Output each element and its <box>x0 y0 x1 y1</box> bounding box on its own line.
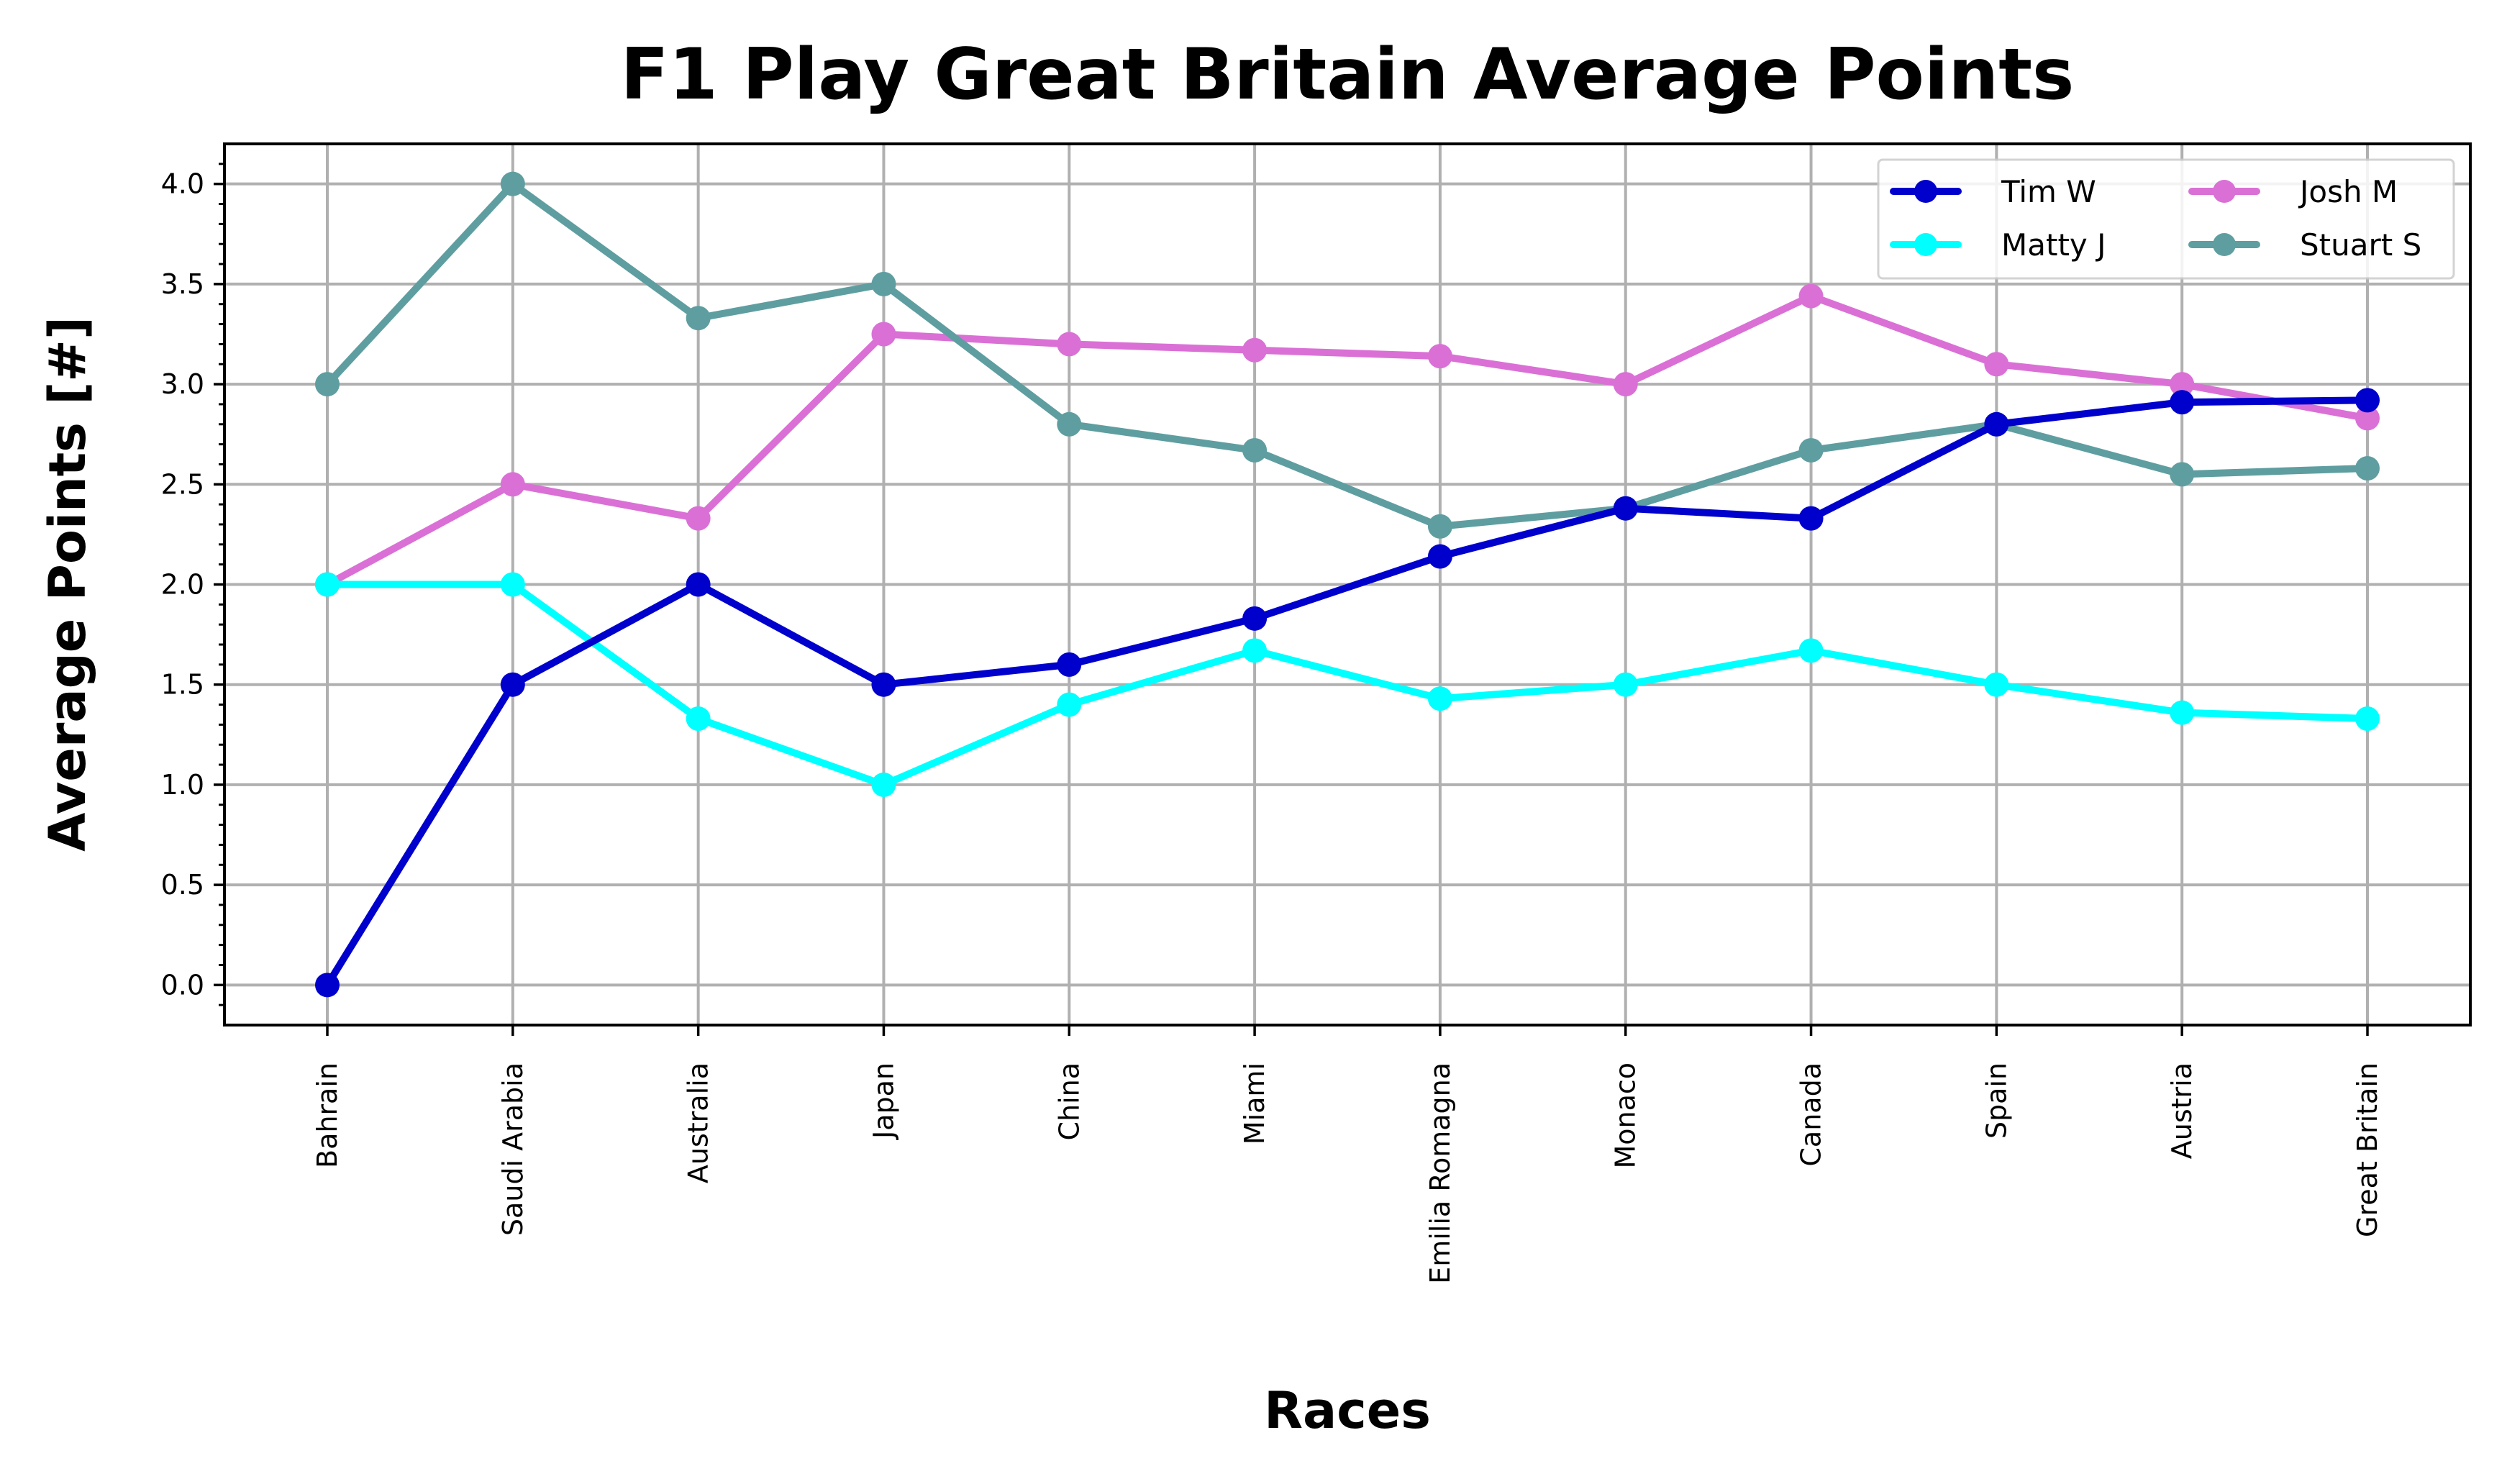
data-point-matty-j <box>1613 672 1638 697</box>
x-tick-label-emilia-romagna: Emilia Romagna <box>1424 1062 1456 1284</box>
data-point-stuart-s <box>871 271 896 296</box>
y-tick-label: 3.0 <box>161 368 204 400</box>
data-point-josh-m <box>1242 337 1268 363</box>
data-point-josh-m <box>500 472 525 497</box>
data-point-stuart-s <box>1242 437 1268 463</box>
series-matty-j <box>315 572 2380 797</box>
data-point-matty-j <box>871 772 896 797</box>
y-tick-label: 3.5 <box>161 268 204 300</box>
data-point-stuart-s <box>2170 462 2195 487</box>
x-tick-label-canada: Canada <box>1796 1062 1827 1167</box>
y-tick-label: 0.5 <box>161 869 204 901</box>
data-point-josh-m <box>1057 332 1082 357</box>
x-tick-label-japan: Japan <box>868 1062 899 1140</box>
series-josh-m <box>315 283 2380 597</box>
data-point-josh-m <box>871 322 896 347</box>
legend-label: Stuart S <box>2300 227 2421 263</box>
data-point-tim-w <box>2355 388 2380 413</box>
legend-label: Josh M <box>2298 174 2398 209</box>
data-point-tim-w <box>1242 606 1268 631</box>
y-tick-label: 2.0 <box>161 569 204 601</box>
legend-label: Matty J <box>2001 227 2106 263</box>
data-point-josh-m <box>1427 344 1452 369</box>
data-point-tim-w <box>871 672 896 697</box>
data-point-matty-j <box>2170 700 2195 725</box>
series-layer <box>315 171 2380 998</box>
data-point-tim-w <box>315 973 340 998</box>
data-point-tim-w <box>1057 652 1082 677</box>
legend-swatch-marker <box>2213 233 2236 256</box>
series-line-stuart-s <box>324 180 2371 530</box>
data-point-stuart-s <box>1057 411 1082 437</box>
data-point-tim-w <box>1427 544 1452 569</box>
y-tick-label: 0.0 <box>161 969 204 1001</box>
x-tick-label-spain: Spain <box>1980 1062 2012 1139</box>
data-point-matty-j <box>686 706 711 732</box>
x-tick-label-austria: Austria <box>2166 1062 2198 1159</box>
legend-swatch-marker <box>1914 180 1937 203</box>
legend: Tim W Matty J Josh M Stuart S <box>1877 158 2455 280</box>
legend-label: Tim W <box>2001 174 2096 209</box>
data-point-stuart-s <box>686 306 711 331</box>
legend-entry-josh-m: Josh M <box>2188 174 2398 209</box>
data-point-matty-j <box>2355 706 2380 732</box>
y-tick-label: 1.0 <box>161 769 204 801</box>
y-tick-label: 2.5 <box>161 468 204 500</box>
data-point-josh-m <box>2170 372 2195 397</box>
series-line-josh-m <box>324 292 2371 588</box>
legend-entry-matty-j: Matty J <box>1890 227 2106 263</box>
data-point-tim-w <box>1798 506 1824 531</box>
legend-frame <box>1877 158 2455 280</box>
y-tick-label: 4.0 <box>161 168 204 200</box>
data-point-stuart-s <box>2355 456 2380 481</box>
x-tick-label-great-britain: Great Britain <box>2352 1062 2383 1237</box>
legend-swatch-marker <box>2213 180 2236 203</box>
x-tick-label-australia: Australia <box>683 1062 714 1183</box>
x-tick-label-miami: Miami <box>1239 1062 1270 1144</box>
data-point-josh-m <box>2355 406 2380 431</box>
legend-entry-stuart-s: Stuart S <box>2188 227 2421 263</box>
legend-entry-tim-w: Tim W <box>1890 174 2096 209</box>
data-point-stuart-s <box>1798 437 1824 463</box>
data-point-josh-m <box>1984 352 2009 377</box>
data-point-stuart-s <box>1427 514 1452 539</box>
series-line-matty-j <box>324 581 2371 788</box>
data-point-matty-j <box>500 572 525 597</box>
x-axis-label: Races <box>1264 1381 1431 1440</box>
x-tick-label-china: China <box>1053 1062 1085 1141</box>
data-point-josh-m <box>1798 283 1824 309</box>
data-point-tim-w <box>686 572 711 597</box>
data-point-matty-j <box>1057 692 1082 717</box>
data-point-matty-j <box>315 572 340 597</box>
chart-title: F1 Play Great Britain Average Points <box>621 34 2075 116</box>
axis-ticks: Bahrain Saudi Arabia Australia Japan China Mi… <box>161 163 2383 1284</box>
y-tick-label: 1.5 <box>161 669 204 701</box>
data-point-josh-m <box>686 506 711 531</box>
x-tick-label-saudi-arabia: Saudi Arabia <box>497 1062 529 1236</box>
y-axis-label: Average Points [#] <box>38 317 97 852</box>
data-point-tim-w <box>1984 411 2009 437</box>
data-point-matty-j <box>1984 672 2009 697</box>
x-tick-label-bahrain: Bahrain <box>311 1062 343 1168</box>
data-point-matty-j <box>1242 638 1268 663</box>
data-point-stuart-s <box>500 171 525 196</box>
data-point-tim-w <box>1613 496 1638 521</box>
series-tim-w <box>315 388 2380 998</box>
data-point-stuart-s <box>315 372 340 397</box>
legend-swatch-marker <box>1914 233 1937 256</box>
data-point-matty-j <box>1798 638 1824 663</box>
data-point-josh-m <box>1613 372 1638 397</box>
data-point-matty-j <box>1427 686 1452 711</box>
data-point-tim-w <box>2170 390 2195 415</box>
data-point-tim-w <box>500 672 525 697</box>
series-line-tim-w <box>324 396 2371 989</box>
x-tick-label-monaco: Monaco <box>1610 1062 1642 1169</box>
